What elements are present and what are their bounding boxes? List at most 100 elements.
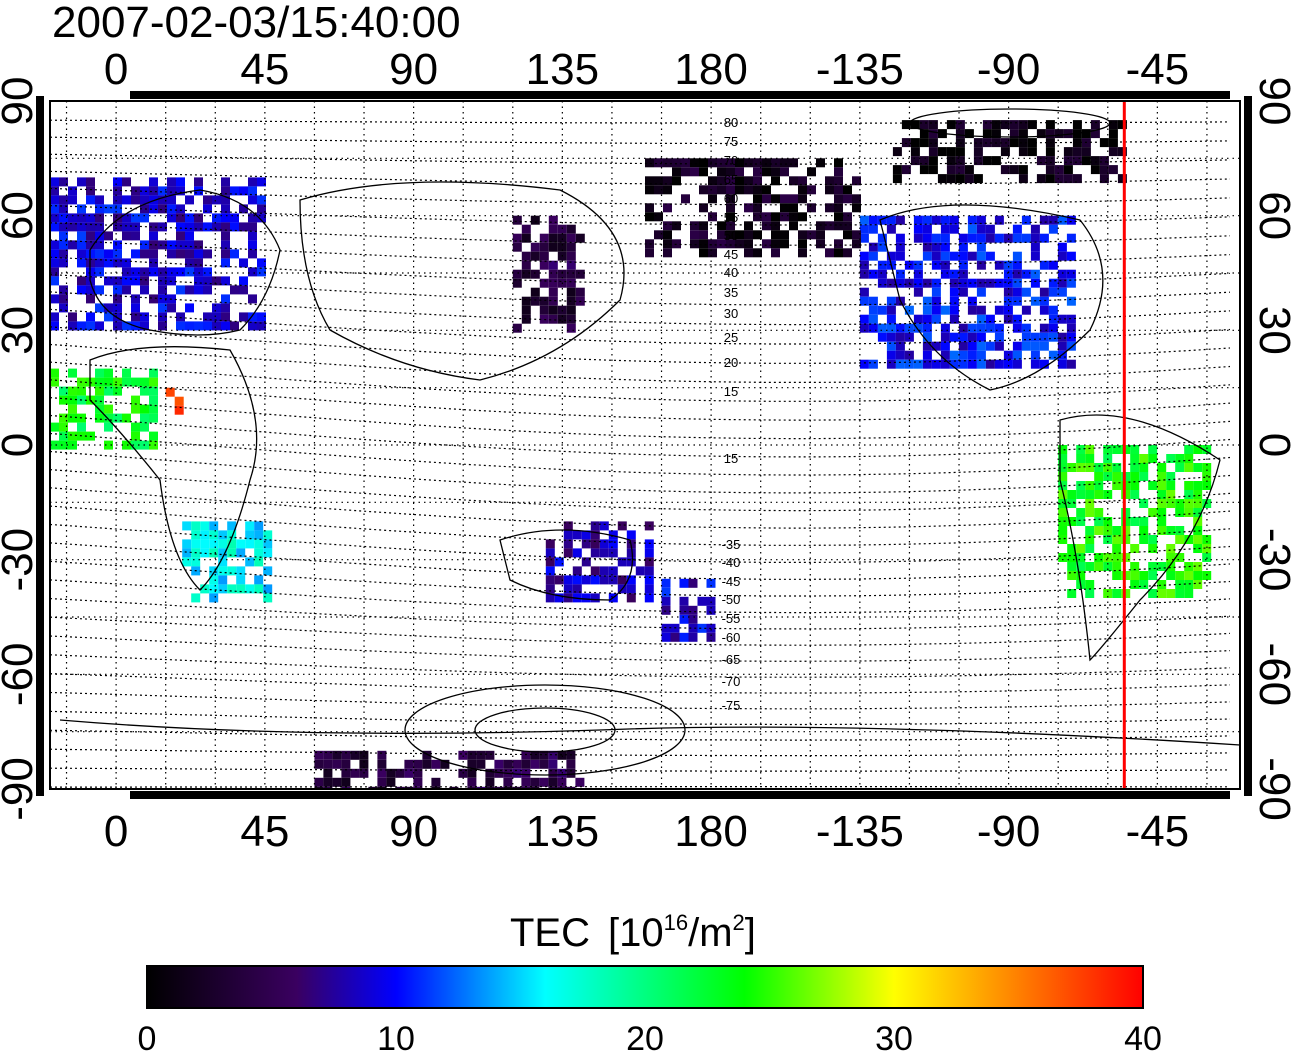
x-tick-label-top: 0 xyxy=(104,45,128,94)
tec-region xyxy=(645,158,861,258)
x-tick-label-bottom: -45 xyxy=(1126,807,1190,856)
contour-label: 60 xyxy=(724,191,738,206)
contour-line xyxy=(50,691,1231,710)
y-tick-label-right: 60 xyxy=(1250,191,1292,240)
x-tick-label-bottom: -135 xyxy=(816,807,904,856)
contour-label: -60 xyxy=(722,630,741,645)
contour-label: -40 xyxy=(722,555,741,570)
contour-line xyxy=(50,616,1231,646)
contour-line xyxy=(50,343,1231,383)
x-tick-label-top: 90 xyxy=(389,45,438,94)
y-tick-label-left: 90 xyxy=(0,77,42,126)
contour-line xyxy=(50,291,1231,326)
tec-region xyxy=(545,521,654,603)
contour-line xyxy=(50,654,1231,678)
contour-label: -65 xyxy=(722,652,741,667)
contour-label: -35 xyxy=(722,537,741,552)
y-axis-right-ticks: 90 60 30 0 -30 -60 -90 xyxy=(1250,77,1292,821)
contour-line xyxy=(50,256,1231,286)
contour-label: 35 xyxy=(724,285,738,300)
x-tick-label-bottom: 45 xyxy=(240,807,289,856)
colorbar-tick-label: 0 xyxy=(138,1020,157,1057)
colorbar-tick-label: 10 xyxy=(377,1020,415,1057)
contour-line xyxy=(50,239,1231,266)
contour-line xyxy=(50,414,1231,458)
contour-label: 45 xyxy=(724,247,738,262)
y-tick-label-left: 60 xyxy=(0,191,42,240)
y-tick-label-right: -90 xyxy=(1250,757,1292,821)
bottom-edge-bar xyxy=(130,791,1230,799)
page-title: 2007-02-03/15:40:00 xyxy=(52,0,461,47)
contour-line xyxy=(50,326,1231,364)
contour-line xyxy=(50,786,1230,788)
right-edge-bar xyxy=(1244,96,1252,796)
contour-line xyxy=(50,767,1231,772)
y-tick-label-right: 0 xyxy=(1250,433,1292,457)
contour-line xyxy=(50,432,1231,476)
coastlines xyxy=(59,181,1240,746)
contour-line xyxy=(50,308,1231,345)
colorbar-title: TEC [1016/m2] xyxy=(510,910,756,955)
top-edge-bar xyxy=(130,91,1230,99)
contour-line xyxy=(50,673,1231,694)
x-tick-label-bottom: 0 xyxy=(104,807,128,856)
x-tick-label-bottom: 90 xyxy=(389,807,438,856)
y-tick-label-left: 0 xyxy=(0,433,42,457)
polar-contour xyxy=(404,684,686,776)
map-frame xyxy=(49,100,1241,790)
contour-label: 55 xyxy=(724,210,738,225)
tec-region xyxy=(512,215,585,333)
magnetic-latitude-contours xyxy=(50,108,1231,788)
contour-label: -50 xyxy=(722,592,741,607)
x-tick-label-bottom: 135 xyxy=(526,807,599,856)
contour-label: 50 xyxy=(724,228,738,243)
contour-label: 25 xyxy=(724,330,738,345)
contour-line xyxy=(50,170,1231,186)
contour-label: -55 xyxy=(722,611,741,626)
colorbar-ticks: 0 10 20 30 40 xyxy=(138,1020,1162,1057)
y-axis-left-ticks: 90 60 30 0 -30 -60 -90 xyxy=(0,77,42,821)
tec-region xyxy=(165,387,184,415)
y-tick-label-left: -60 xyxy=(0,643,42,707)
colorbar-tick-label: 40 xyxy=(1124,1020,1162,1057)
contour-labels: 80 75 70 65 60 55 50 45 40 35 30 25 20 15 15 -35 -40 -45 -… xyxy=(722,115,741,713)
contour-line xyxy=(50,274,1231,306)
contour-label: 15 xyxy=(724,451,738,466)
contour-line xyxy=(50,598,1231,630)
tec-region xyxy=(182,521,273,603)
contour-line xyxy=(50,710,1231,726)
y-tick-label-left: -90 xyxy=(0,757,42,821)
x-tick-label-top: -135 xyxy=(816,45,904,94)
contour-label: -70 xyxy=(722,674,741,689)
colorbar xyxy=(146,965,1144,1009)
x-tick-label-top: -45 xyxy=(1126,45,1190,94)
y-tick-label-left: 30 xyxy=(0,306,42,355)
colorbar-tick-label: 20 xyxy=(626,1020,664,1057)
contour-line xyxy=(50,729,1231,741)
contour-line xyxy=(50,153,1231,165)
tec-region xyxy=(314,750,585,789)
y-tick-label-right: 30 xyxy=(1250,306,1292,355)
contour-label: 70 xyxy=(724,153,738,168)
contour-label: 40 xyxy=(724,265,738,280)
x-tick-label-top: 180 xyxy=(674,45,747,94)
contour-line xyxy=(50,487,1231,529)
y-tick-label-left: -30 xyxy=(0,528,42,592)
map-grid xyxy=(50,101,1240,789)
tec-region xyxy=(50,177,266,331)
contour-line xyxy=(50,748,1231,757)
contour-line xyxy=(50,397,1231,440)
contour-line xyxy=(50,579,1231,614)
contour-line xyxy=(50,379,1231,421)
contour-label: -75 xyxy=(722,698,741,713)
contour-line xyxy=(50,469,1231,512)
contour-label: 65 xyxy=(724,172,738,187)
contour-line xyxy=(50,542,1231,580)
contour-line xyxy=(50,505,1231,546)
left-edge-bar xyxy=(36,96,44,796)
contour-line xyxy=(50,361,1231,402)
contour-label: 80 xyxy=(724,115,738,130)
x-tick-label-bottom: 180 xyxy=(674,807,747,856)
x-tick-label-top: 45 xyxy=(240,45,289,94)
